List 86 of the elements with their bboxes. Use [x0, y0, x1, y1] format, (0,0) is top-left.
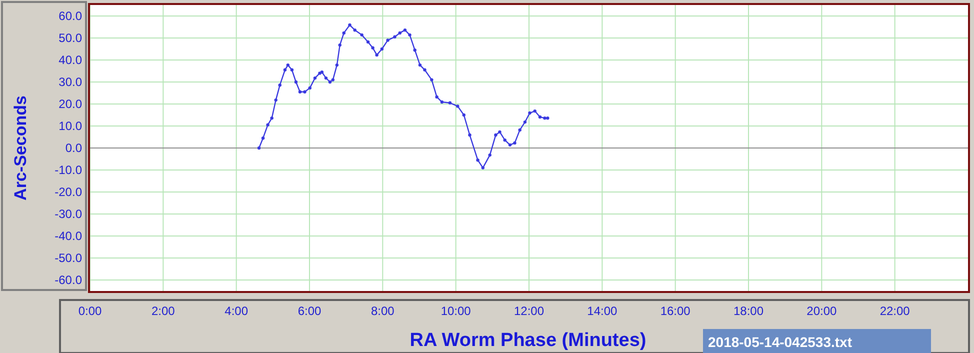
- y-axis-title: Arc-Seconds: [10, 96, 30, 200]
- point: [513, 141, 516, 145]
- x-tick-label: 18:00: [733, 304, 764, 318]
- x-tick-label: 2:00: [151, 304, 176, 318]
- point: [338, 43, 342, 47]
- y-tick-label: -10.0: [54, 163, 82, 178]
- x-tick-label: 0:00: [78, 304, 102, 318]
- point: [308, 86, 312, 90]
- x-tick-label: 8:00: [370, 304, 395, 318]
- x-tick-label: 14:00: [587, 304, 618, 318]
- point: [261, 136, 265, 140]
- point: [528, 111, 532, 115]
- y-tick-label: 60.0: [58, 9, 82, 24]
- point: [324, 76, 328, 80]
- point: [303, 90, 306, 94]
- y-tick-label: 30.0: [58, 75, 82, 90]
- y-tick-label: 50.0: [58, 31, 82, 46]
- y-tick-label: 20.0: [58, 97, 82, 112]
- point: [498, 130, 502, 134]
- point: [494, 133, 498, 137]
- y-tick-label: -60.0: [54, 273, 82, 288]
- x-tick-label: 6:00: [298, 304, 322, 318]
- point: [462, 113, 466, 117]
- point: [481, 166, 485, 170]
- x-tick-label: 16:00: [660, 304, 691, 318]
- point: [331, 78, 335, 82]
- point: [298, 90, 302, 94]
- point: [270, 116, 274, 120]
- x-tick-label: 22:00: [880, 304, 910, 318]
- point: [313, 76, 317, 80]
- y-tick-label: -40.0: [54, 229, 82, 244]
- point: [294, 80, 298, 84]
- point: [423, 68, 426, 72]
- y-tick-label: -20.0: [54, 185, 82, 200]
- point: [393, 35, 396, 38]
- point: [430, 78, 434, 82]
- point: [413, 48, 416, 52]
- point: [286, 63, 290, 67]
- point: [375, 53, 378, 57]
- x-tick-label: 4:00: [224, 304, 248, 318]
- y-tick-label: -30.0: [54, 207, 82, 222]
- point: [335, 63, 339, 67]
- point: [508, 143, 512, 147]
- point: [283, 68, 287, 72]
- point: [448, 101, 452, 104]
- point: [366, 40, 370, 44]
- point: [435, 95, 438, 99]
- point: [523, 120, 527, 124]
- point: [380, 47, 384, 51]
- point: [543, 116, 546, 120]
- x-tick-label: 20:00: [806, 304, 838, 318]
- point: [328, 80, 332, 84]
- point: [257, 146, 261, 150]
- point: [408, 33, 412, 37]
- point: [503, 138, 506, 142]
- y-tick-label: 10.0: [58, 119, 82, 134]
- point: [546, 116, 550, 120]
- point: [274, 98, 278, 102]
- point: [476, 158, 480, 162]
- point: [488, 153, 492, 157]
- point: [353, 28, 356, 32]
- y-tick-label: 0.0: [65, 141, 82, 156]
- point: [533, 109, 536, 113]
- point: [440, 100, 444, 104]
- point: [456, 104, 460, 108]
- point: [266, 123, 270, 126]
- x-tick-label: 12:00: [514, 304, 544, 318]
- point: [371, 46, 374, 50]
- point: [278, 83, 282, 87]
- point: [468, 133, 472, 137]
- point: [386, 38, 390, 42]
- point: [398, 31, 402, 35]
- point: [418, 63, 422, 67]
- y-tick-label: 40.0: [58, 53, 82, 68]
- point: [290, 68, 294, 72]
- text: 2018-05-14-042533.txt: [708, 334, 852, 350]
- x-axis-title: RA Worm Phase (Minutes): [410, 330, 646, 351]
- x-tick-label: 10:00: [440, 304, 472, 318]
- point: [360, 33, 364, 37]
- point: [348, 23, 352, 27]
- point: [320, 70, 324, 74]
- point: [403, 28, 407, 32]
- point: [342, 31, 346, 35]
- point: [538, 115, 542, 119]
- y-tick-label: -50.0: [54, 251, 82, 266]
- point: [518, 128, 522, 132]
